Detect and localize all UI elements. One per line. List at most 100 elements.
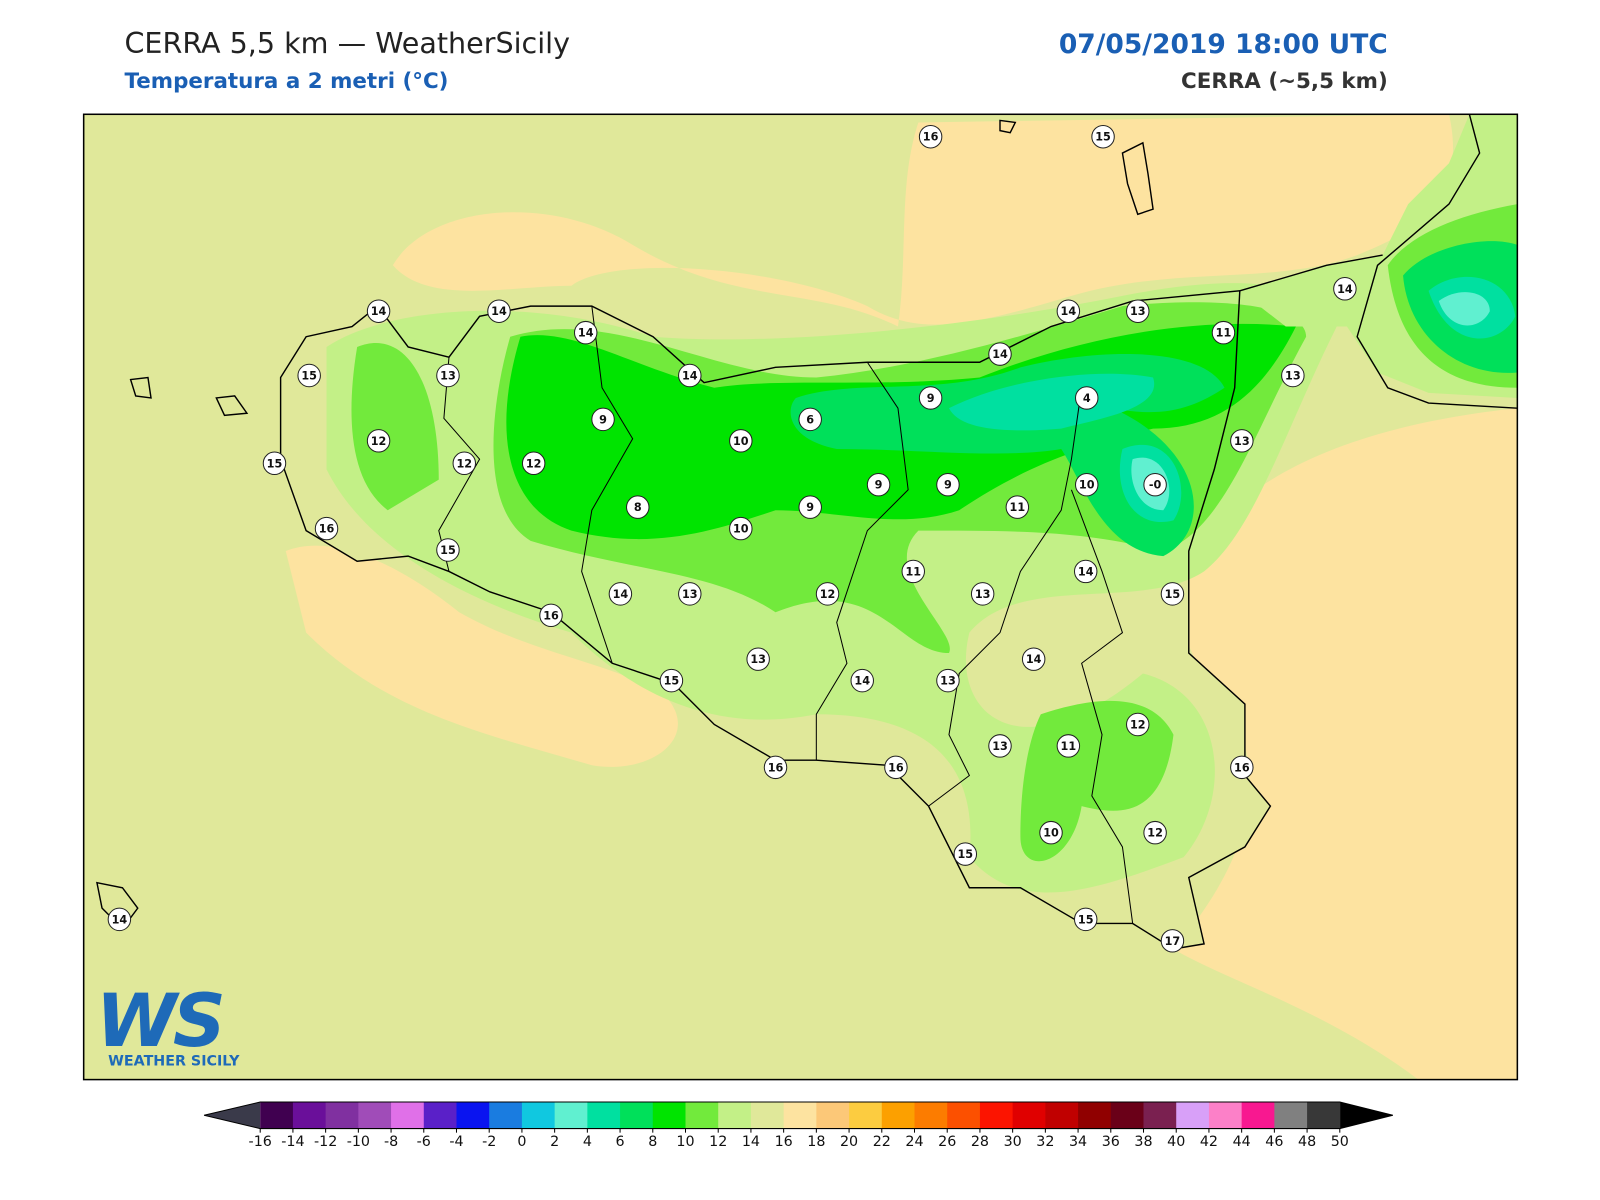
station-marker: [746, 647, 770, 671]
station-marker: [436, 363, 460, 388]
station: 16: [918, 125, 943, 149]
station: 11: [901, 559, 925, 584]
station: 13: [1230, 429, 1254, 453]
station: 14: [366, 299, 391, 323]
station-value: 8: [634, 501, 642, 514]
station: 14: [107, 907, 132, 932]
station-value: 13: [1234, 435, 1250, 448]
station-value: 11: [1216, 327, 1232, 340]
colorbar-tick-label: 12: [709, 1134, 727, 1150]
station: 12: [1126, 712, 1150, 737]
station-value: 14: [1078, 565, 1094, 578]
colorbar-segment: [1110, 1102, 1145, 1129]
station-marker: [678, 363, 702, 388]
station-value: 13: [992, 740, 1008, 753]
station-marker: [1143, 820, 1167, 845]
colorbar-segment: [652, 1102, 687, 1129]
colorbar-segment: [489, 1102, 523, 1129]
station: 14: [1073, 559, 1098, 584]
station-marker: [953, 842, 978, 866]
station-marker: [366, 429, 391, 453]
colorbar-segment: [1143, 1102, 1177, 1129]
station-marker: [591, 407, 615, 432]
colorbar-segment: [685, 1102, 719, 1129]
station: 9: [866, 472, 891, 497]
station: 16: [763, 755, 788, 780]
station: 17: [1160, 929, 1185, 953]
station-marker: [918, 386, 943, 410]
station: 12: [815, 582, 840, 606]
colorbar-tick-label: 18: [807, 1134, 825, 1150]
colorbar-tick-label: 30: [1004, 1134, 1022, 1150]
colorbar-segment: [1241, 1102, 1275, 1129]
station-value: 9: [599, 413, 607, 426]
station-value: 14: [1061, 305, 1077, 318]
colorbar-tick-label: 38: [1134, 1134, 1152, 1150]
station-value: 14: [112, 913, 128, 926]
station-marker: [729, 516, 753, 541]
colorbar-tick-label: -14: [281, 1134, 304, 1150]
station-marker: [763, 755, 788, 780]
map-area: [83, 114, 1518, 1080]
station: 16: [1230, 755, 1254, 780]
colorbar-tick-label: 46: [1265, 1134, 1283, 1150]
station-value: 17: [1165, 935, 1181, 948]
station-marker: [1056, 299, 1081, 323]
station-marker: [608, 582, 633, 606]
station-marker: [1230, 429, 1254, 453]
station-marker: [1073, 907, 1098, 932]
station: 9: [798, 495, 822, 519]
colorbar-tick-label: 10: [676, 1134, 694, 1150]
colorbar-segment: [1307, 1102, 1341, 1129]
station-value: 13: [682, 588, 698, 601]
station-marker: [1073, 559, 1098, 584]
colorbar-tick-label: 16: [775, 1134, 793, 1150]
station: 10: [729, 429, 753, 453]
station-marker: [866, 472, 891, 497]
station-marker: [936, 472, 960, 497]
title: CERRA 5,5 km — WeatherSicily: [124, 26, 570, 60]
station: 13: [1281, 363, 1305, 388]
station: 16: [314, 516, 339, 541]
station: 15: [953, 842, 978, 866]
station-value: 13: [440, 370, 456, 383]
station-marker: [573, 320, 598, 345]
station: 14: [608, 582, 633, 606]
station-marker: [1075, 386, 1099, 410]
station-marker: [539, 603, 563, 628]
station: 15: [297, 363, 321, 388]
colorbar: -16 -14 -12 -10 -8 -6 -4 -2 0 2 4 6 8 10 12 14 16 18 20 22 2…: [203, 1101, 1393, 1150]
station: -0: [1143, 472, 1167, 497]
station: 14: [988, 342, 1012, 366]
station-value: -0: [1149, 479, 1162, 492]
station: 10: [1075, 472, 1099, 497]
warm-sea: [285, 545, 678, 767]
warm-sea: [392, 114, 1454, 327]
station: 4: [1075, 386, 1099, 410]
station-value: 13: [1285, 370, 1301, 383]
colorbar-tick-label: -8: [384, 1134, 398, 1150]
colorbar-tick-label: -6: [417, 1134, 431, 1150]
station-marker: [521, 451, 546, 475]
colorbar-segment: [358, 1102, 392, 1129]
station-value: 15: [1095, 131, 1111, 144]
station: 15: [436, 538, 460, 562]
station-marker: [314, 516, 339, 541]
station: 14: [678, 363, 702, 388]
colorbar-tick-label: 26: [938, 1134, 956, 1150]
colorbar-tick-label: 40: [1167, 1134, 1185, 1150]
station: 9: [936, 472, 960, 497]
colorbar-segment: [1274, 1102, 1308, 1129]
station: 16: [539, 603, 563, 628]
colorbar-segment: [849, 1102, 883, 1129]
colorbar-tick-label: 32: [1036, 1134, 1054, 1150]
station-value: 15: [301, 370, 317, 383]
coastlines: [96, 114, 1518, 950]
station-value: 16: [1234, 761, 1250, 774]
map-frame: [82, 113, 1519, 1081]
station-value: 14: [491, 305, 507, 318]
station: 10: [729, 516, 753, 541]
station-value: 11: [1061, 740, 1077, 753]
colorbar-tick-label: -16: [249, 1134, 272, 1150]
datetime: 07/05/2019 18:00 UTC: [1059, 29, 1388, 60]
